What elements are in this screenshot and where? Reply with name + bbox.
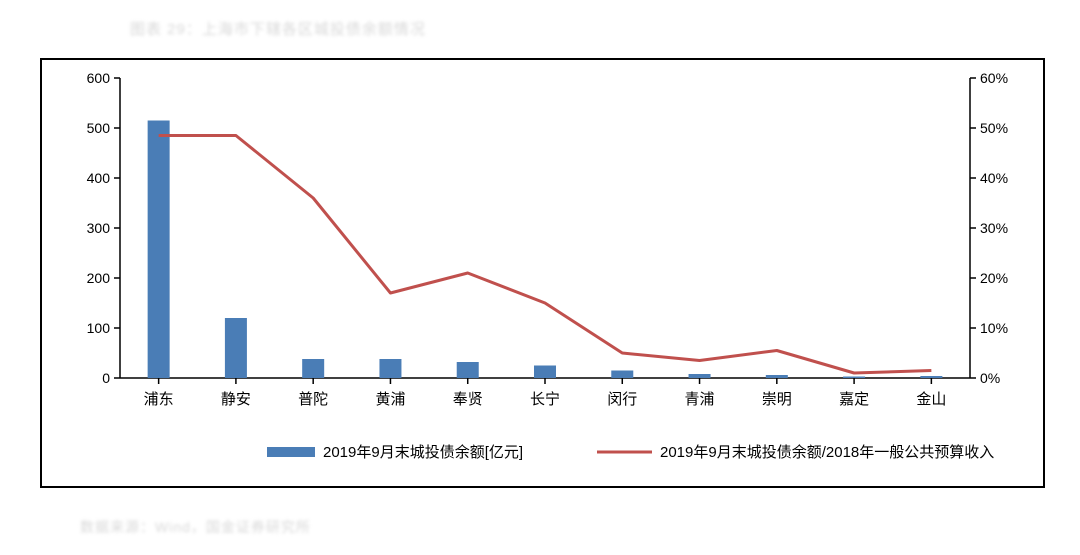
svg-text:青浦: 青浦 — [685, 391, 715, 408]
svg-text:浦东: 浦东 — [144, 391, 174, 408]
chart-container: 0 100 200 300 400 500 600 0% 10% 20% 30% 40% 50% 60% 浦… — [40, 58, 1045, 488]
svg-text:300: 300 — [87, 220, 111, 236]
svg-text:20%: 20% — [980, 270, 1008, 286]
svg-text:500: 500 — [87, 120, 111, 136]
svg-text:50%: 50% — [980, 120, 1008, 136]
svg-text:普陀: 普陀 — [298, 391, 328, 408]
svg-text:600: 600 — [87, 70, 111, 86]
svg-text:2019年9月末城投债余额/2018年一般公共预算收入: 2019年9月末城投债余额/2018年一般公共预算收入 — [660, 443, 994, 461]
svg-text:金山: 金山 — [916, 391, 946, 408]
svg-text:0: 0 — [102, 370, 110, 386]
page-title: 图表 29：上海市下辖各区城投债余额情况 — [130, 18, 426, 39]
svg-text:100: 100 — [87, 320, 111, 336]
source-note: 数据来源：Wind，国金证券研究所 — [80, 517, 311, 537]
svg-text:2019年9月末城投债余额[亿元]: 2019年9月末城投债余额[亿元] — [323, 443, 523, 461]
svg-text:闵行: 闵行 — [607, 391, 637, 408]
svg-text:长宁: 长宁 — [530, 391, 560, 408]
svg-text:40%: 40% — [980, 170, 1008, 186]
chart-svg: 0 100 200 300 400 500 600 0% 10% 20% 30% 40% 50% 60% 浦… — [42, 60, 1047, 490]
svg-text:崇明: 崇明 — [762, 391, 792, 408]
svg-text:10%: 10% — [980, 320, 1008, 336]
svg-text:0%: 0% — [980, 370, 1000, 386]
svg-text:200: 200 — [87, 270, 111, 286]
svg-text:静安: 静安 — [221, 391, 251, 408]
svg-text:奉贤: 奉贤 — [453, 390, 483, 408]
svg-text:30%: 30% — [980, 220, 1008, 236]
svg-text:嘉定: 嘉定 — [839, 391, 869, 408]
svg-text:黄浦: 黄浦 — [375, 391, 405, 408]
svg-text:60%: 60% — [980, 70, 1008, 86]
svg-text:400: 400 — [87, 170, 111, 186]
